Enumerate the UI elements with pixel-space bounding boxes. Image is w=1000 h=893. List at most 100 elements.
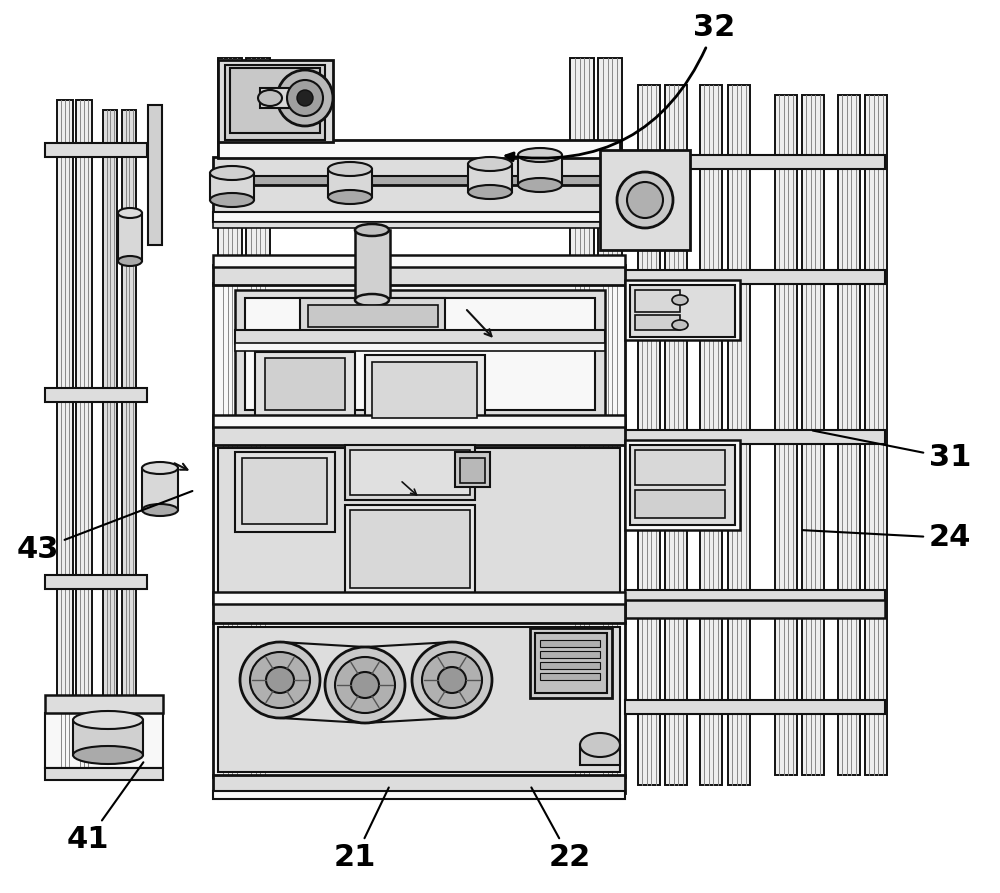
Ellipse shape: [142, 504, 178, 516]
Ellipse shape: [118, 208, 142, 218]
Bar: [213, 425, 625, 445]
Bar: [230, 68, 320, 133]
Bar: [630, 445, 735, 525]
Ellipse shape: [355, 224, 389, 236]
Text: 31: 31: [813, 430, 971, 472]
Bar: [213, 255, 625, 267]
Bar: [625, 280, 740, 340]
Ellipse shape: [73, 746, 143, 764]
Bar: [225, 65, 325, 140]
Bar: [45, 713, 163, 768]
Bar: [213, 212, 625, 222]
Bar: [625, 430, 885, 444]
Bar: [625, 155, 885, 169]
Bar: [213, 157, 625, 177]
Ellipse shape: [468, 185, 512, 199]
Ellipse shape: [266, 667, 294, 693]
Bar: [728, 85, 750, 785]
Bar: [308, 305, 438, 327]
Bar: [460, 458, 485, 483]
Bar: [246, 58, 270, 795]
Bar: [213, 592, 625, 604]
Bar: [265, 358, 345, 410]
Ellipse shape: [335, 657, 395, 713]
Ellipse shape: [142, 462, 178, 474]
Bar: [838, 95, 860, 775]
Bar: [218, 60, 333, 142]
Ellipse shape: [617, 172, 673, 228]
Bar: [122, 110, 136, 770]
Bar: [775, 95, 797, 775]
Bar: [45, 575, 147, 589]
Bar: [213, 415, 625, 427]
Bar: [255, 352, 355, 417]
Bar: [625, 600, 885, 618]
Ellipse shape: [240, 642, 320, 718]
Bar: [235, 330, 605, 344]
Bar: [213, 775, 625, 793]
Bar: [540, 640, 600, 647]
Bar: [76, 100, 92, 780]
Bar: [665, 85, 687, 785]
Bar: [635, 450, 725, 485]
Bar: [103, 110, 117, 770]
Ellipse shape: [118, 256, 142, 266]
Bar: [625, 590, 885, 604]
Ellipse shape: [672, 295, 688, 305]
Ellipse shape: [438, 667, 466, 693]
Bar: [570, 58, 594, 795]
Bar: [213, 265, 625, 285]
Bar: [245, 298, 595, 410]
Bar: [235, 452, 335, 532]
Ellipse shape: [355, 294, 389, 306]
Bar: [235, 290, 605, 420]
Bar: [635, 490, 725, 518]
Bar: [518, 155, 562, 185]
Ellipse shape: [580, 733, 620, 757]
Bar: [45, 768, 163, 780]
Ellipse shape: [277, 70, 333, 126]
Bar: [540, 662, 600, 669]
Ellipse shape: [627, 182, 663, 218]
Text: 32: 32: [506, 13, 735, 161]
Bar: [635, 315, 680, 330]
Ellipse shape: [468, 157, 512, 171]
Bar: [213, 283, 625, 428]
Bar: [355, 230, 390, 300]
Bar: [213, 622, 625, 777]
Bar: [73, 720, 143, 755]
Ellipse shape: [297, 90, 313, 106]
Bar: [213, 603, 625, 623]
Ellipse shape: [422, 652, 482, 708]
Bar: [213, 222, 625, 228]
Bar: [213, 443, 625, 603]
Ellipse shape: [328, 190, 372, 204]
Bar: [218, 627, 620, 772]
Bar: [210, 173, 254, 200]
Bar: [372, 362, 477, 418]
Bar: [300, 298, 445, 333]
Bar: [235, 343, 605, 351]
Bar: [700, 85, 722, 785]
Bar: [468, 164, 512, 192]
Bar: [118, 213, 142, 261]
Bar: [45, 388, 147, 402]
Bar: [213, 185, 625, 213]
Text: 41: 41: [67, 763, 143, 855]
Ellipse shape: [412, 642, 492, 718]
Bar: [638, 85, 660, 785]
Bar: [345, 445, 475, 500]
Ellipse shape: [258, 90, 282, 106]
Text: 22: 22: [531, 788, 591, 872]
Bar: [350, 450, 470, 495]
Ellipse shape: [518, 178, 562, 192]
Bar: [345, 505, 475, 595]
Ellipse shape: [73, 711, 143, 729]
Bar: [328, 169, 372, 197]
Bar: [218, 448, 620, 598]
Bar: [260, 88, 302, 108]
Bar: [213, 791, 625, 799]
Bar: [57, 100, 73, 780]
Bar: [625, 270, 885, 284]
Ellipse shape: [250, 652, 310, 708]
